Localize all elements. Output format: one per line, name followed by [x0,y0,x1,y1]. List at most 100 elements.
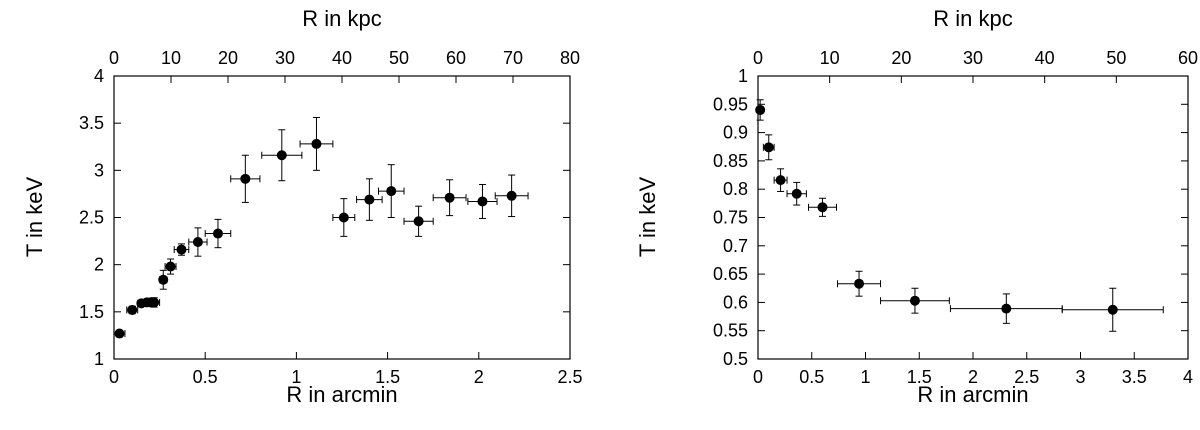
right-y-tick-label: 0.8 [723,179,748,199]
left-data-point [467,183,498,219]
left-top-tick-label: 40 [332,48,352,68]
right-ticks: 0 0.5 1 1.5 2 2.5 3 3.5 40 10 20 30 40 50 600.50.550.6… [713,48,1198,387]
left-data-marker [176,244,187,255]
right-y-tick-label: 0.5 [723,349,748,369]
right-data-marker [1001,303,1012,314]
right-top-axis-label: R in kpc [933,6,1012,31]
right-data-point [808,197,837,217]
right-y-tick-label: 0.75 [713,208,748,228]
left-y-tick-label: 3.5 [79,113,104,133]
left-x-tick-label: 1.5 [375,367,400,387]
right-y-tick-label: 0.7 [723,236,748,256]
left-x-axis-label: R in arcmin [286,382,397,407]
right-x-axis-label: R in arcmin [917,382,1028,407]
right-top-tick-label: 50 [1106,48,1126,68]
left-temperature-chart: 0 0.5 1 1.5 2 2.5 0 10 20 30 40 50 60 70 80 1 1.5 2 2.5 3 3.… [22,6,583,407]
left-data-marker [444,192,455,203]
left-data-marker [386,186,397,197]
left-data-marker [276,150,287,161]
left-data-marker [338,212,349,223]
right-data-point [762,134,775,161]
right-x-tick-label: 1.5 [907,367,932,387]
left-x-tick-label: 1 [291,367,301,387]
right-x-tick-label: 0 [753,367,763,387]
left-top-tick-label: 10 [161,48,181,68]
right-top-tick-label: 60 [1178,48,1198,68]
right-top-tick-label: 30 [963,48,983,68]
right-data-marker [763,142,774,153]
right-data-marker [775,175,786,186]
left-data-points [113,117,529,339]
right-data-marker [755,104,766,115]
left-data-marker [506,190,517,201]
right-x-tick-label: 3 [1075,367,1085,387]
left-ticks: 0 0.5 1 1.5 2 2.5 0 10 20 30 40 50 60 70 80 1 1.5 2 2.5 3 3.… [79,48,583,387]
left-data-marker [165,261,176,272]
right-x-tick-label: 2 [968,367,978,387]
right-y-tick-label: 0.55 [713,321,748,341]
left-data-marker [477,196,488,207]
left-data-marker [413,216,424,227]
right-x-tick-label: 1 [860,367,870,387]
left-data-marker [127,304,138,315]
left-top-tick-label: 50 [389,48,409,68]
right-data-point [837,270,882,297]
left-data-point [494,174,529,218]
right-temperature-chart: 0 0.5 1 1.5 2 2.5 3 3.5 40 10 20 30 40 50 600.50.550.6… [635,6,1198,407]
right-x-tick-label: 2.5 [1014,367,1039,387]
left-data-point [403,205,434,237]
right-y-tick-label: 0.85 [713,151,748,171]
left-data-point [204,218,232,249]
left-data-point [332,198,356,237]
right-data-marker [1107,304,1118,315]
left-data-point [432,179,467,217]
left-y-axis-label: T in keV [22,177,47,258]
right-top-tick-label: 0 [753,48,763,68]
right-y-tick-label: 0.65 [713,264,748,284]
left-data-marker [364,194,375,205]
right-data-marker [791,188,802,199]
left-y-tick-label: 2 [94,255,104,275]
right-data-point [880,287,950,314]
left-top-axis-label: R in kpc [302,6,381,31]
right-y-tick-label: 0.9 [723,123,748,143]
left-y-tick-label: 3 [94,160,104,180]
right-data-point [949,293,1063,324]
left-x-tick-label: 2.5 [557,367,582,387]
right-data-point [786,181,807,206]
left-top-tick-label: 30 [275,48,295,68]
left-data-point [113,328,126,339]
left-x-tick-label: 0.5 [193,367,218,387]
left-data-point [173,243,190,256]
right-top-tick-label: 10 [820,48,840,68]
right-data-points [755,99,1164,332]
left-data-point [188,227,208,257]
left-data-marker [149,297,160,308]
right-data-point [773,168,788,192]
left-top-tick-label: 80 [560,48,580,68]
left-y-tick-label: 1 [94,349,104,369]
right-plot-frame [757,75,1189,360]
right-data-marker [909,295,920,306]
left-data-point [158,269,169,290]
right-data-marker [817,202,828,213]
left-data-point [164,258,177,275]
left-data-point [230,154,261,203]
right-x-tick-label: 0.5 [799,367,824,387]
left-x-tick-label: 0 [109,367,119,387]
right-top-tick-label: 20 [891,48,911,68]
left-top-tick-label: 0 [109,48,119,68]
left-data-marker [158,274,169,285]
left-top-tick-label: 70 [503,48,523,68]
right-data-marker [854,278,865,289]
right-y-tick-label: 0.95 [713,94,748,114]
right-y-tick-label: 0.6 [723,292,748,312]
left-data-point [148,297,161,308]
left-data-point [356,178,383,221]
left-data-marker [240,173,251,184]
right-y-tick-label: 1 [738,66,748,86]
left-y-tick-label: 4 [94,66,104,86]
left-data-point [126,304,139,315]
left-data-marker [114,328,125,339]
